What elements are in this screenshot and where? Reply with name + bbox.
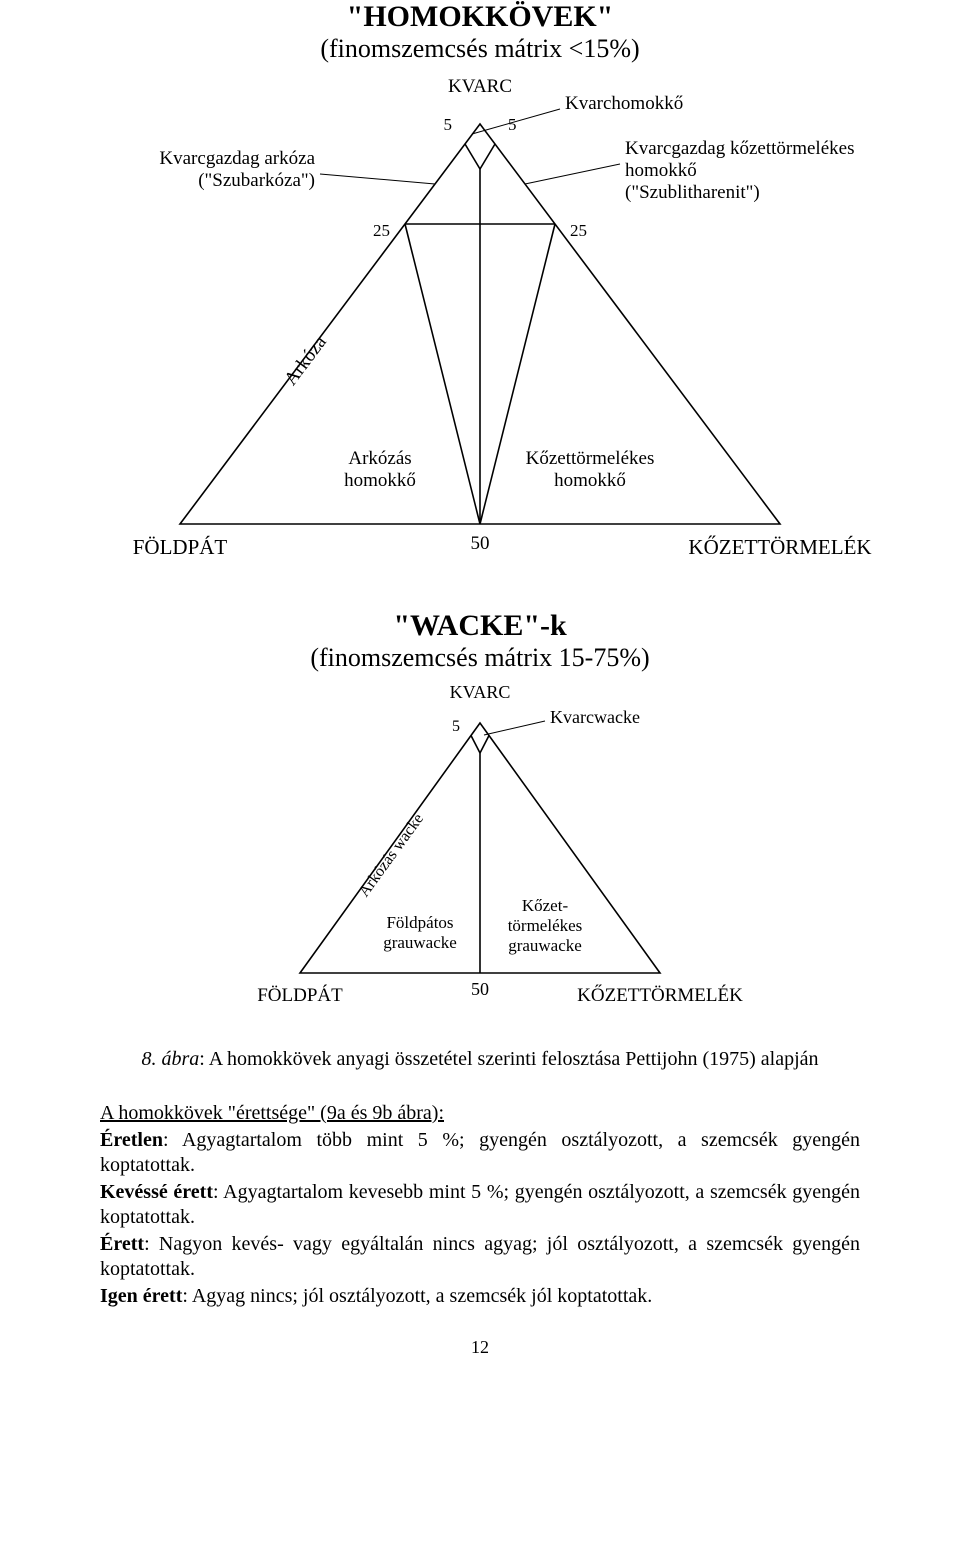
d1-field-right: Kőzettörmelékes (526, 448, 655, 469)
figure-caption: 8. ábra: A homokkövek anyagi összetétel … (0, 1048, 960, 1071)
m2b: Kevéssé érett (100, 1181, 213, 1203)
maturity-block: A homokkövek "érettsége" (9a és 9b ábra)… (100, 1101, 860, 1309)
maturity-heading: A homokkövek "érettsége" (9a és 9b ábra)… (100, 1102, 444, 1124)
d1-lu2: ("Szubarkóza") (198, 170, 315, 191)
d2-fl1: Földpátos (386, 913, 453, 932)
m4b: Igen érett (100, 1285, 182, 1307)
diagram2-subtitle: (finomszemcsés mátrix 15-75%) (0, 643, 960, 673)
d2-tick5: 5 (452, 718, 460, 735)
diagram2-svg: KVARC Kvarcwacke 5 Arkózás wacke Földpát… (0, 673, 960, 1033)
diagram1-title-block: "HOMOKKÖVEK" (finomszemcsés mátrix <15%) (0, 0, 960, 64)
page: "HOMOKKÖVEK" (finomszemcsés mátrix <15%) (0, 0, 960, 1358)
d2-fr1: Kőzet- (522, 896, 569, 915)
d1-tick25l: 25 (373, 221, 390, 240)
m1: : Agyagtartalom több mint 5 %; gyengén o… (100, 1129, 860, 1176)
d1-apex-label: Kvarchomokkő (565, 93, 683, 114)
d2-apex-label: Kvarcwacke (550, 707, 640, 727)
d2-base-tick: 50 (471, 979, 489, 999)
d1-field-left: Arkózás (348, 448, 411, 469)
d1-base-tick: 50 (471, 533, 490, 554)
d1-tick5r: 5 (508, 115, 517, 134)
diagram1-svg: KVARC Kvarchomokkő 5 5 Kvarcgazdag arkóz… (0, 64, 960, 584)
d1-ru2: homokkő (625, 160, 697, 181)
d1-field-right2: homokkő (554, 470, 626, 491)
page-number: 12 (0, 1337, 960, 1358)
d2-apex: KVARC (450, 682, 511, 702)
d1-ru1: Kvarcgazdag kőzettörmelékes (625, 138, 854, 159)
d1-corner-right: KŐZETTÖRMELÉK (688, 535, 871, 559)
d1-field-left2: homokkő (344, 470, 416, 491)
caption-rest: : A homokkövek anyagi összetétel szerint… (199, 1048, 818, 1070)
d2-fl2: grauwacke (383, 933, 457, 952)
d2-edge-left: Arkózás wacke (356, 811, 427, 900)
diagram1-subtitle: (finomszemcsés mátrix <15%) (0, 34, 960, 64)
diagram2-title: "WACKE"-k (0, 609, 960, 643)
d2-fr3: grauwacke (508, 936, 582, 955)
m4: : Agyag nincs; jól osztályozott, a szemc… (182, 1285, 652, 1307)
d1-edge-left: Arkóza (280, 332, 331, 390)
m3: : Nagyon kevés- vagy egyáltalán nincs ag… (100, 1233, 860, 1280)
diagram1-title: "HOMOKKÖVEK" (0, 0, 960, 34)
d2-corner-right: KŐZETTÖRMELÉK (577, 984, 743, 1006)
d1-corner-left: FÖLDPÁT (133, 535, 228, 559)
m3b: Érett (100, 1233, 144, 1255)
caption-num: 8. ábra (141, 1048, 199, 1070)
d1-lu1: Kvarcgazdag arkóza (159, 148, 315, 169)
d2-fr2: törmelékes (508, 916, 583, 935)
m1b: Éretlen (100, 1129, 163, 1151)
d1-apex: KVARC (448, 76, 512, 97)
d1-tick5l: 5 (444, 115, 453, 134)
diagram2-title-block: "WACKE"-k (finomszemcsés mátrix 15-75%) (0, 609, 960, 673)
d1-ru3: ("Szublitharenit") (625, 182, 760, 203)
d2-corner-left: FÖLDPÁT (257, 984, 343, 1006)
m2: : Agyagtartalom kevesebb mint 5 %; gyeng… (100, 1181, 860, 1228)
d1-tick25r: 25 (570, 221, 587, 240)
